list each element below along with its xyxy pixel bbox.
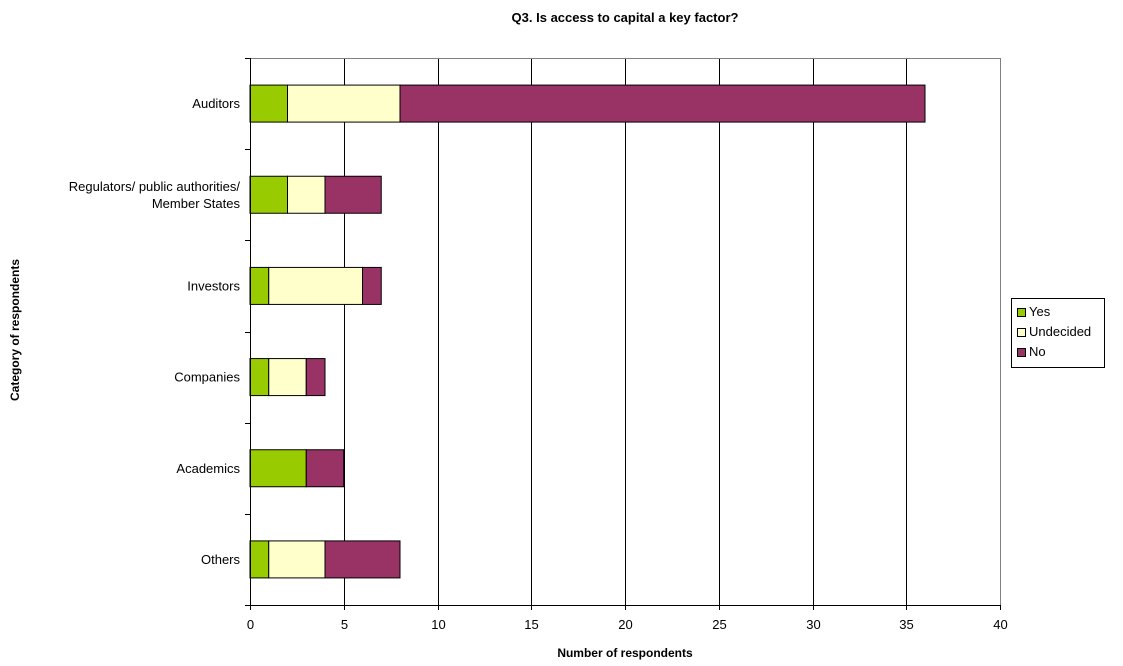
legend: Yes Undecided No: [1011, 298, 1105, 368]
y-category-label-5: Others: [201, 552, 241, 567]
legend-swatch-no: [1017, 347, 1026, 357]
x-tick-label-30: 30: [806, 617, 820, 632]
y-category-label-3: Companies: [174, 370, 240, 385]
legend-swatch-yes: [1017, 307, 1026, 317]
bar-no-1: [324, 175, 382, 214]
bar-undecided-1: [287, 175, 326, 214]
legend-item-no: No: [1017, 342, 1099, 362]
x-tick-label-40: 40: [993, 617, 1007, 632]
bar-yes-2: [249, 266, 270, 305]
x-tick-label-5: 5: [341, 617, 348, 632]
bar-no-5: [324, 540, 401, 579]
bar-yes-5: [249, 540, 270, 579]
bar-no-2: [362, 266, 382, 305]
bar-undecided-0: [287, 84, 401, 123]
bar-undecided-5: [268, 540, 326, 579]
x-tick-label-0: 0: [247, 617, 254, 632]
legend-item-yes: Yes: [1017, 302, 1099, 322]
x-axis-title: Number of respondents: [557, 646, 693, 660]
bar-yes-4: [249, 449, 307, 488]
bar-no-3: [305, 358, 326, 397]
legend-label-no: No: [1029, 344, 1046, 359]
bar-undecided-2: [268, 266, 363, 305]
bar-yes-3: [249, 358, 270, 397]
legend-label-undecided: Undecided: [1029, 324, 1092, 339]
y-category-label-0: Auditors: [192, 96, 240, 111]
bar-no-4: [305, 449, 345, 488]
legend-item-undecided: Undecided: [1017, 322, 1099, 342]
bar-no-0: [399, 84, 926, 123]
bar-yes-1: [249, 175, 288, 214]
x-tick-label-25: 25: [712, 617, 726, 632]
x-tick-label-10: 10: [431, 617, 445, 632]
chart-title: Q3. Is access to capital a key factor?: [511, 10, 739, 25]
x-tick-label-15: 15: [524, 617, 538, 632]
legend-label-yes: Yes: [1029, 304, 1051, 319]
y-category-label-1: Regulators/ public authorities/Member St…: [69, 179, 241, 211]
x-tick-label-35: 35: [899, 617, 913, 632]
y-category-label-2: Investors: [187, 278, 240, 293]
y-category-label-4: Academics: [176, 461, 240, 476]
bar-undecided-3: [268, 358, 307, 397]
x-tick-label-20: 20: [618, 617, 632, 632]
bar-yes-0: [249, 84, 288, 123]
legend-swatch-undecided: [1017, 327, 1026, 337]
